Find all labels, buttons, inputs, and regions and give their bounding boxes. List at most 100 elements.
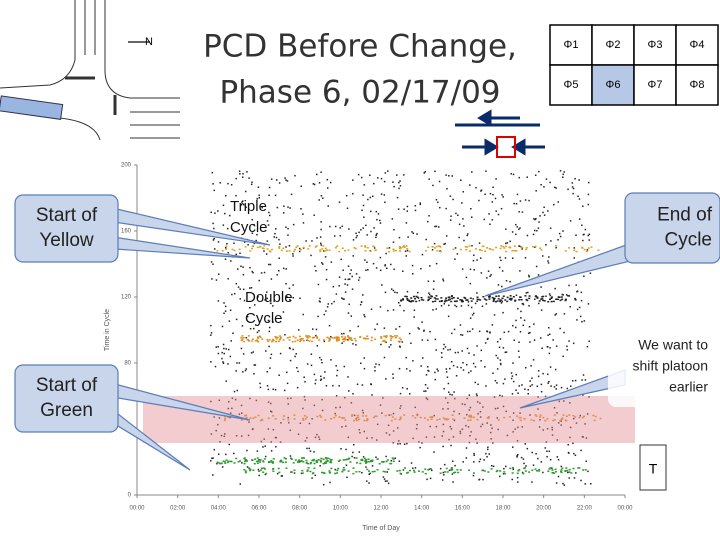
scatter-dot [262, 467, 265, 469]
scatter-dot [550, 300, 553, 303]
phase-label: Φ2 [606, 39, 621, 51]
scatter-dot [446, 471, 449, 473]
scatter-dot [315, 334, 317, 337]
scatter-dot [418, 470, 421, 472]
scatter-dot [566, 387, 569, 390]
scatter-dot [560, 296, 563, 298]
scatter-dot [486, 277, 488, 279]
phase-label: Φ4 [690, 39, 705, 51]
scatter-dot [365, 415, 368, 417]
scatter-dot [549, 298, 552, 301]
scatter-dot [227, 416, 230, 418]
scatter-dot [286, 382, 289, 385]
scatter-dot [424, 472, 427, 475]
scatter-dot [329, 225, 331, 228]
scatter-dot [306, 470, 309, 472]
scatter-dot [451, 394, 453, 396]
scatter-dot [436, 419, 439, 421]
x-tick-label: 06:00 [251, 506, 267, 512]
scatter-dot [358, 276, 361, 279]
scatter-dot [556, 298, 559, 301]
scatter-dot [249, 266, 251, 269]
scatter-dot [362, 227, 364, 229]
scatter-dot [442, 278, 444, 280]
scatter-dot [387, 424, 390, 427]
scatter-dot [223, 435, 225, 438]
scatter-dot [330, 461, 333, 464]
scatter-dot [398, 469, 401, 472]
scatter-dot [383, 335, 386, 338]
scatter-dot [582, 394, 584, 396]
scatter-dot [398, 302, 400, 304]
scatter-dot [441, 479, 444, 481]
scatter-dot [253, 242, 256, 245]
scatter-dot [335, 340, 338, 342]
x-tick-label: 04:00 [211, 506, 227, 512]
scatter-dot [455, 375, 458, 377]
scatter-dot [518, 245, 520, 247]
scatter-dot [534, 468, 537, 470]
scatter-dot [336, 374, 338, 377]
scatter-dot [241, 338, 244, 340]
scatter-dot [528, 295, 531, 297]
scatter-dot [293, 472, 296, 474]
scatter-dot [549, 227, 552, 229]
scatter-dot [385, 460, 388, 463]
scatter-dot [393, 335, 396, 337]
scatter-dot [525, 248, 528, 251]
scatter-dot [219, 182, 221, 184]
scatter-dot [341, 336, 344, 338]
scatter-dot [546, 455, 548, 458]
scatter-dot [296, 339, 299, 342]
scatter-dot [385, 252, 387, 255]
scatter-dot [537, 227, 540, 229]
scatter-dot [318, 182, 321, 184]
scatter-dot [261, 247, 264, 249]
scatter-dot [554, 471, 557, 473]
scatter-dot [250, 340, 253, 342]
scatter-dot [217, 423, 219, 426]
scatter-dot [384, 172, 387, 174]
scatter-dot [516, 456, 518, 458]
scatter-dot [568, 468, 571, 471]
scatter-dot [553, 407, 556, 409]
scatter-dot [405, 255, 408, 257]
scatter-dot [557, 239, 559, 241]
scatter-dot [284, 334, 286, 336]
scatter-dot [514, 428, 517, 430]
scatter-dot [486, 417, 489, 419]
scatter-dot [429, 416, 432, 418]
scatter-dot [250, 286, 253, 289]
scatter-dot [382, 397, 384, 399]
scatter-dot [302, 457, 305, 459]
scatter-dot [358, 429, 360, 431]
scatter-dot [547, 260, 549, 262]
scatter-dot [581, 416, 584, 419]
scatter-dot [530, 419, 533, 421]
scatter-dot [451, 414, 454, 416]
scatter-dot [522, 458, 525, 460]
scatter-dot [326, 460, 329, 462]
scatter-dot [426, 366, 429, 368]
scatter-dot [574, 454, 577, 457]
scatter-dot [585, 250, 588, 253]
scatter-dot [521, 471, 524, 474]
scatter-dot [450, 295, 453, 297]
scatter-dot [588, 239, 591, 241]
scatter-dot [272, 415, 275, 417]
scatter-dot [235, 370, 237, 372]
scatter-dot [445, 371, 448, 373]
scatter-dot [281, 475, 283, 477]
scatter-dot [436, 298, 439, 300]
scatter-dot [397, 340, 400, 343]
scatter-dot [485, 452, 487, 455]
scatter-dot [270, 410, 272, 413]
scatter-dot [294, 174, 296, 177]
scatter-dot [573, 247, 576, 249]
scatter-dot [569, 426, 572, 429]
scatter-dot [285, 282, 287, 285]
scatter-dot [353, 247, 356, 249]
scatter-dot [516, 415, 519, 417]
scatter-dot [324, 256, 327, 258]
scatter-dot [473, 354, 475, 356]
